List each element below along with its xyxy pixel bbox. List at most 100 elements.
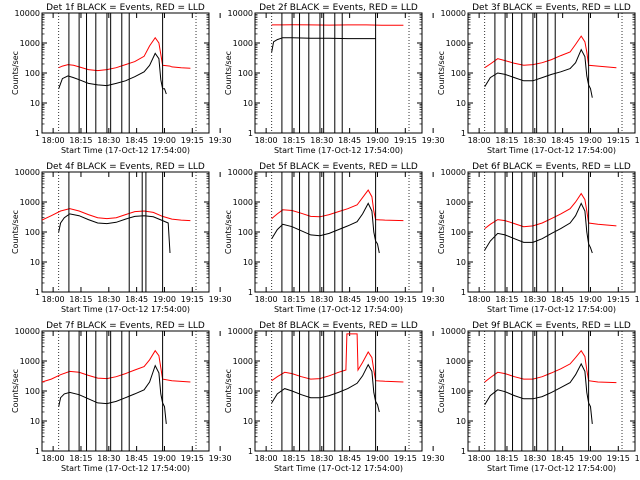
chart-title: Det 4f BLACK = Events, RED = LLD	[46, 162, 205, 172]
y-tick-label: 10000	[441, 327, 466, 336]
x-tick-label: 18:45	[551, 295, 574, 304]
y-tick-label: 100	[451, 228, 466, 237]
x-axis-title: Start Time (17-Oct-12 17:54:00)	[61, 146, 190, 155]
events-series-line	[58, 213, 171, 254]
x-tick-label: 18:00	[468, 454, 491, 463]
plot-frame	[467, 171, 636, 293]
y-tick-label: 1000	[233, 357, 253, 366]
y-tick-label: 1000	[20, 39, 40, 48]
x-tick-label: 18:00	[42, 295, 65, 304]
chart-panel-6: 1 10 100 1000 10000 18:00 18:15 18:30 18:45 19:00…	[437, 162, 640, 314]
x-tick-label: 19:30	[635, 454, 640, 463]
y-tick-label: 100	[25, 387, 40, 396]
y-axis-title: Counts/sec	[11, 369, 20, 413]
x-tick-label: 18:30	[310, 295, 333, 304]
y-tick-label: 1	[35, 129, 40, 138]
y-tick-label: 100	[451, 69, 466, 78]
y-tick-label: 10000	[228, 327, 253, 336]
x-tick-label: 19:30	[422, 136, 445, 145]
x-tick-label: 18:15	[69, 136, 92, 145]
plot-frame	[41, 330, 210, 452]
y-tick-label: 100	[25, 69, 40, 78]
x-tick-label: 19:00	[366, 454, 389, 463]
plot-frame	[254, 171, 423, 293]
chart-panel-1: 1 10 100 1000 10000 18:00 18:15 18:30 18:45 19:00…	[11, 3, 232, 155]
events-series-line	[271, 202, 380, 254]
x-tick-label: 18:00	[42, 454, 65, 463]
lld-series-line	[58, 36, 191, 72]
y-axis-title: Counts/sec	[11, 210, 20, 254]
x-tick-label: 18:45	[551, 136, 574, 145]
events-series-line	[58, 52, 167, 95]
lld-series-line	[484, 192, 617, 229]
x-tick-label: 19:00	[579, 295, 602, 304]
chart-title: Det 6f BLACK = Events, RED = LLD	[472, 162, 631, 172]
x-tick-label: 19:15	[607, 295, 630, 304]
y-tick-label: 1000	[233, 198, 253, 207]
x-tick-label: 19:15	[394, 295, 417, 304]
x-tick-label: 18:45	[125, 454, 148, 463]
plot-frame	[467, 12, 636, 134]
lld-series-line	[271, 24, 404, 26]
y-tick-label: 1000	[446, 357, 466, 366]
events-series-line	[484, 202, 593, 254]
x-tick-label: 18:00	[468, 136, 491, 145]
x-axis-title: Start Time (17-Oct-12 17:54:00)	[487, 146, 616, 155]
x-tick-label: 19:00	[366, 295, 389, 304]
events-series-line	[271, 37, 376, 53]
x-tick-label: 18:00	[468, 295, 491, 304]
y-tick-label: 1	[248, 447, 253, 456]
y-axis-title: Counts/sec	[11, 51, 20, 95]
x-tick-label: 18:15	[69, 295, 92, 304]
events-series-line	[484, 362, 593, 424]
events-series-line	[58, 364, 167, 424]
x-tick-label: 19:00	[153, 295, 176, 304]
x-tick-label: 18:45	[125, 295, 148, 304]
y-axis-title: Counts/sec	[224, 51, 233, 95]
x-tick-label: 19:30	[209, 295, 232, 304]
x-tick-label: 19:00	[579, 136, 602, 145]
lld-series-line	[41, 349, 191, 383]
y-tick-label: 1000	[233, 39, 253, 48]
x-tick-label: 18:30	[97, 454, 120, 463]
lld-series-line	[271, 189, 404, 222]
chart-panel-8: 1 10 100 1000 10000 18:00 18:15 18:30 18:45 19:00…	[224, 321, 445, 473]
lld-series-line	[484, 35, 617, 69]
x-tick-label: 19:30	[209, 454, 232, 463]
y-tick-label: 1	[461, 129, 466, 138]
x-tick-label: 19:15	[607, 136, 630, 145]
events-series-line	[484, 48, 593, 98]
x-tick-label: 18:15	[495, 136, 518, 145]
y-tick-label: 100	[451, 387, 466, 396]
x-tick-label: 19:00	[153, 136, 176, 145]
x-tick-label: 18:15	[69, 454, 92, 463]
y-tick-label: 1	[248, 129, 253, 138]
y-tick-label: 10000	[15, 327, 40, 336]
chart-panel-7: 1 10 100 1000 10000 18:00 18:15 18:30 18:45 19:00…	[11, 321, 232, 473]
x-tick-label: 18:00	[255, 454, 278, 463]
plot-frame	[254, 330, 423, 452]
x-axis-title: Start Time (17-Oct-12 17:54:00)	[487, 464, 616, 473]
y-tick-label: 10	[243, 99, 253, 108]
chart-title: Det 1f BLACK = Events, RED = LLD	[46, 3, 205, 13]
y-tick-label: 1000	[446, 39, 466, 48]
x-tick-label: 18:00	[255, 136, 278, 145]
x-tick-label: 19:30	[635, 295, 640, 304]
x-axis-title: Start Time (17-Oct-12 17:54:00)	[61, 305, 190, 314]
y-tick-label: 100	[238, 228, 253, 237]
chart-title: Det 5f BLACK = Events, RED = LLD	[259, 162, 418, 172]
x-tick-label: 19:15	[607, 454, 630, 463]
lld-series-line	[271, 333, 404, 383]
lld-series-line	[484, 349, 617, 384]
y-tick-label: 10000	[15, 168, 40, 177]
x-tick-label: 18:30	[310, 136, 333, 145]
chart-panel-3: 1 10 100 1000 10000 18:00 18:15 18:30 18:45 19:00…	[437, 3, 640, 155]
y-tick-label: 10000	[228, 168, 253, 177]
x-tick-label: 19:30	[209, 136, 232, 145]
y-tick-label: 10	[30, 258, 40, 267]
x-axis-title: Start Time (17-Oct-12 17:54:00)	[487, 305, 616, 314]
x-tick-label: 18:15	[282, 136, 305, 145]
chart-panel-4: 1 10 100 1000 10000 18:00 18:15 18:30 18:45 19:00…	[11, 162, 232, 314]
x-tick-label: 19:00	[366, 136, 389, 145]
